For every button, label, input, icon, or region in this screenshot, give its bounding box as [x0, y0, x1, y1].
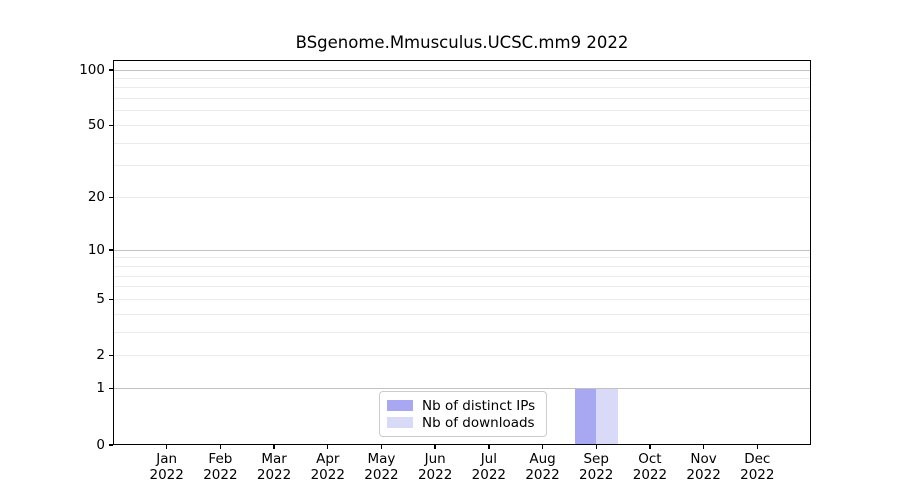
chart-title: BSgenome.Mmusculus.UCSC.mm9 2022 [295, 33, 629, 52]
x-tick [488, 445, 490, 449]
x-tick-label: Sep 2022 [579, 451, 614, 483]
x-tick [434, 445, 436, 449]
x-tick-label: Nov 2022 [686, 451, 721, 483]
gridline-minor [113, 165, 811, 167]
gridline-minor [113, 77, 811, 79]
gridline-minor [113, 98, 811, 100]
gridline-minor [113, 331, 811, 333]
gridline-minor [113, 286, 811, 288]
x-tick-label: Dec 2022 [740, 451, 775, 483]
gridline-minor [113, 87, 811, 89]
legend-swatch-distinct-ips [387, 400, 413, 411]
x-tick [541, 445, 544, 449]
y-tick [109, 124, 113, 127]
y-tick [109, 249, 113, 251]
legend-label-downloads: Nb of downloads [422, 414, 535, 431]
gridline-major [113, 69, 811, 71]
x-tick-label: Aug 2022 [525, 451, 560, 483]
gridline-minor [113, 125, 811, 127]
gridline-minor [113, 142, 811, 144]
legend: Nb of distinct IPs Nb of downloads [379, 391, 547, 437]
x-tick-label: Oct 2022 [632, 451, 668, 483]
gridline-minor [113, 197, 811, 199]
y-tick [109, 387, 113, 390]
x-tick [756, 445, 758, 449]
x-tick-label: May 2022 [364, 451, 399, 483]
y-tick [109, 298, 113, 301]
x-tick-label: Mar 2022 [256, 451, 292, 483]
gridline-minor [113, 355, 811, 357]
gridline-minor [113, 110, 811, 112]
legend-item-downloads: Nb of downloads [387, 414, 539, 431]
legend-item-distinct-ips: Nb of distinct IPs [387, 397, 539, 414]
legend-label-distinct-ips: Nb of distinct IPs [422, 397, 536, 414]
x-tick-label: Jun 2022 [417, 451, 453, 483]
x-tick [380, 445, 383, 449]
y-tick-label: 10 [87, 241, 105, 258]
gridline-minor [113, 265, 811, 267]
y-tick-label: 100 [79, 61, 105, 78]
x-tick [649, 445, 651, 449]
x-tick [327, 445, 329, 449]
y-tick-label: 20 [87, 189, 105, 206]
y-tick [109, 196, 113, 199]
bar-downloads-sep [596, 388, 618, 445]
y-tick-label: 50 [87, 117, 105, 134]
y-tick-label: 1 [96, 380, 105, 397]
x-tick [595, 445, 597, 449]
legend-swatch-downloads [387, 417, 413, 428]
gridline-major [113, 249, 811, 251]
x-tick-label: Feb 2022 [203, 451, 238, 483]
y-tick-label: 0 [96, 436, 105, 453]
y-tick [109, 355, 113, 357]
y-tick-label: 2 [96, 347, 105, 364]
x-tick [219, 445, 222, 449]
gridline-minor [113, 275, 811, 277]
gridline-major [113, 388, 811, 390]
gridline-minor [113, 257, 811, 259]
x-tick [702, 445, 705, 449]
x-tick-label: Apr 2022 [310, 451, 345, 483]
gridline-minor [113, 298, 811, 300]
y-tick [109, 69, 113, 71]
bar-distinct-ips-sep [574, 388, 597, 445]
plot-area: Nb of distinct IPs Nb of downloads [113, 60, 811, 445]
gridline-minor [113, 313, 811, 315]
y-tick [109, 444, 113, 446]
y-tick-label: 5 [96, 290, 105, 307]
x-tick [165, 445, 168, 449]
x-tick-label: Jul 2022 [471, 451, 507, 483]
x-tick [273, 445, 275, 449]
x-tick-label: Jan 2022 [149, 451, 184, 483]
